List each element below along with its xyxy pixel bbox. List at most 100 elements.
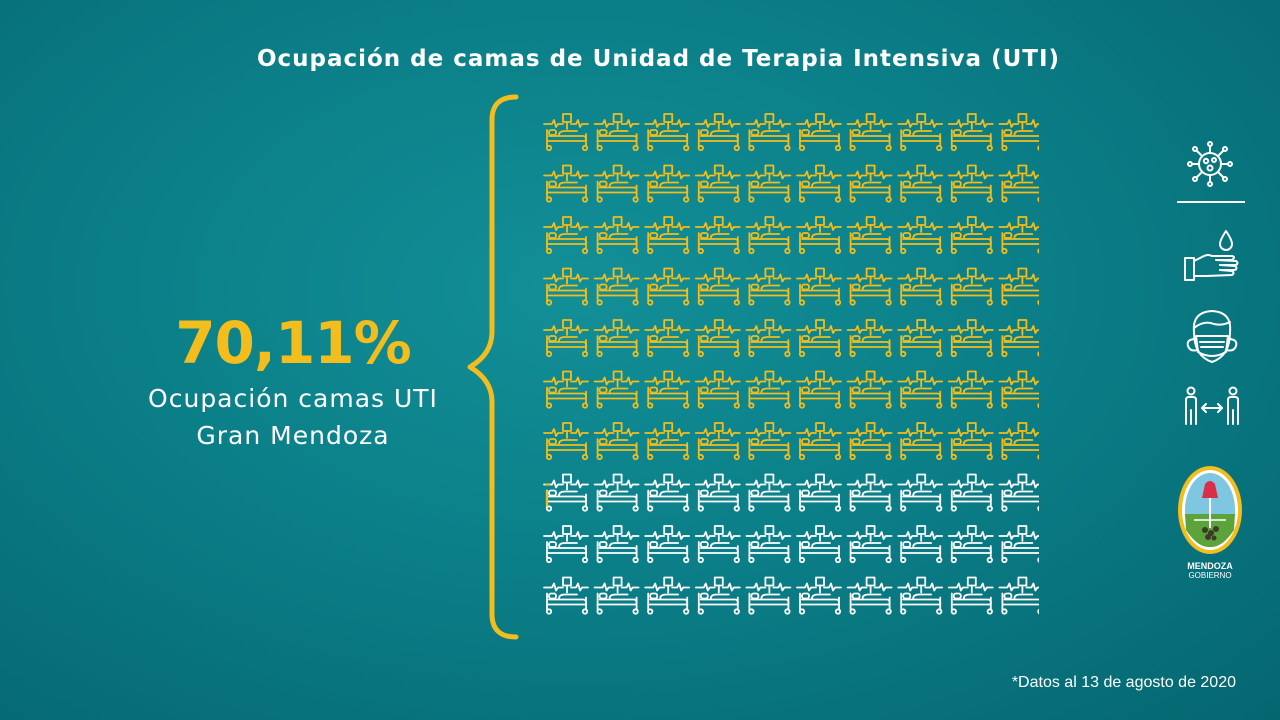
occupied-bed-icon: [947, 113, 994, 152]
occupied-bed-icon: [897, 370, 944, 409]
occupied-bed-icon: [796, 164, 842, 203]
occupied-bed-icon: [745, 422, 792, 461]
occupied-bed-icon: [846, 216, 893, 255]
occupied-bed-icon: [644, 216, 691, 255]
occupied-bed-icon: [897, 422, 944, 461]
free-bed-icon: [694, 525, 741, 564]
occupied-bed-icon: [846, 422, 893, 461]
occupied-bed-icon: [694, 216, 741, 255]
occupied-bed-icon: [644, 319, 691, 358]
mendoza-government-logo: MENDOZA GOBIERNO: [1172, 458, 1248, 580]
free-bed-icon: [998, 473, 1039, 512]
free-bed-icon: [593, 473, 640, 512]
occupied-bed-icon: [694, 164, 741, 203]
occupied-bed-icon: [694, 113, 741, 152]
occupied-bed-icon: [796, 113, 842, 152]
mendoza-seal: [1178, 466, 1242, 554]
occupied-bed-icon: [998, 216, 1039, 255]
occupied-bed-icon: [998, 113, 1039, 152]
social-distance-icon: [1185, 386, 1239, 425]
chart-title: Ocupación de camas de Unidad de Terapia …: [256, 46, 1061, 72]
occupied-bed-icon: [947, 422, 994, 461]
occupied-bed-icon: [947, 267, 994, 306]
free-bed-icon: [947, 525, 994, 564]
occupied-bed-icon: [593, 113, 640, 152]
occupied-bed-icon: [998, 370, 1039, 409]
occupied-bed-icon: [745, 319, 792, 358]
free-bed-icon: [745, 576, 792, 615]
occupied-bed-icon: [593, 319, 640, 358]
occupied-bed-icon: [694, 267, 741, 306]
partially-occupied-bed-icon: [543, 473, 589, 512]
occupied-bed-icon: [897, 319, 944, 358]
free-bed-icon: [947, 473, 994, 512]
free-bed-icon: [846, 576, 893, 615]
free-bed-icon: [947, 576, 994, 615]
occupied-bed-icon: [998, 164, 1039, 203]
occupied-bed-icon: [644, 370, 691, 409]
occupied-bed-icon: [543, 113, 589, 152]
occupied-bed-icon: [947, 216, 994, 255]
occupied-bed-icon: [543, 267, 589, 306]
free-bed-icon: [694, 576, 741, 615]
free-bed-icon: [796, 576, 842, 615]
occupied-bed-icon: [543, 216, 589, 255]
occupied-bed-icon: [897, 267, 944, 306]
occupancy-label-line1: Ocupación camas UTI: [148, 384, 438, 413]
occupied-bed-icon: [796, 422, 842, 461]
occupied-bed-icon: [644, 113, 691, 152]
occupancy-label-line2: Gran Mendoza: [196, 421, 390, 450]
occupied-bed-icon: [543, 319, 589, 358]
occupied-bed-icon: [694, 370, 741, 409]
free-bed-icon: [694, 473, 741, 512]
occupied-bed-icon: [644, 422, 691, 461]
occupied-bed-icon: [897, 216, 944, 255]
free-bed-icon: [897, 473, 944, 512]
occupied-bed-icon: [897, 113, 944, 152]
free-bed-icon: [644, 525, 691, 564]
icon-divider: [1177, 201, 1245, 203]
free-bed-icon: [796, 525, 842, 564]
occupied-bed-icon: [543, 370, 589, 409]
occupied-bed-icon: [694, 319, 741, 358]
occupied-bed-icon: [796, 216, 842, 255]
occupied-bed-icon: [745, 113, 792, 152]
occupied-bed-icon: [644, 164, 691, 203]
occupied-bed-icon: [846, 164, 893, 203]
occupancy-stat: 70,11% Ocupación camas UTI Gran Mendoza: [130, 306, 456, 454]
free-bed-icon: [846, 525, 893, 564]
occupied-bed-icon: [745, 216, 792, 255]
free-bed-icon: [796, 473, 842, 512]
virus-icon: [1187, 141, 1233, 187]
occupied-bed-icon: [543, 164, 589, 203]
free-bed-icon: [593, 525, 640, 564]
occupied-bed-icon: [644, 267, 691, 306]
occupied-bed-icon: [796, 319, 842, 358]
free-bed-icon: [644, 473, 691, 512]
occupied-bed-icon: [593, 216, 640, 255]
free-bed-icon: [745, 473, 792, 512]
occupied-bed-icon: [593, 267, 640, 306]
occupied-bed-icon: [947, 164, 994, 203]
occupied-bed-icon: [947, 370, 994, 409]
occupied-bed-icon: [593, 370, 640, 409]
occupied-bed-icon: [796, 267, 842, 306]
occupied-bed-icon: [593, 164, 640, 203]
occupied-bed-icon: [998, 319, 1039, 358]
free-bed-icon: [998, 525, 1039, 564]
free-bed-icon: [745, 525, 792, 564]
face-mask-icon: [1186, 310, 1238, 363]
free-bed-icon: [846, 473, 893, 512]
occupied-bed-icon: [846, 319, 893, 358]
occupied-bed-icon: [846, 113, 893, 152]
occupied-bed-icon: [796, 370, 842, 409]
occupied-bed-icon: [593, 422, 640, 461]
logo-text-gobierno: GOBIERNO: [1188, 571, 1232, 580]
occupied-bed-icon: [846, 370, 893, 409]
free-bed-icon: [897, 525, 944, 564]
occupied-bed-icon: [846, 267, 893, 306]
occupied-bed-icon: [745, 164, 792, 203]
free-bed-icon: [543, 576, 589, 615]
occupied-bed-icon: [998, 267, 1039, 306]
data-date-footnote: *Datos al 13 de agosto de 2020: [1011, 674, 1236, 691]
